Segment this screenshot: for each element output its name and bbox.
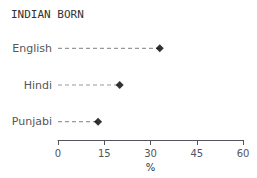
- svg-text:60: 60: [237, 148, 250, 159]
- svg-text:15: 15: [98, 148, 111, 159]
- svg-text:30: 30: [144, 148, 157, 159]
- svg-text:0: 0: [55, 148, 61, 159]
- svg-text:INDIAN BORN: INDIAN BORN: [11, 8, 84, 21]
- svg-text:English: English: [12, 42, 52, 55]
- svg-text:Punjabi: Punjabi: [12, 115, 52, 128]
- svg-text:Hindi: Hindi: [24, 79, 52, 92]
- svg-text:%: %: [146, 162, 156, 173]
- svg-text:45: 45: [190, 148, 203, 159]
